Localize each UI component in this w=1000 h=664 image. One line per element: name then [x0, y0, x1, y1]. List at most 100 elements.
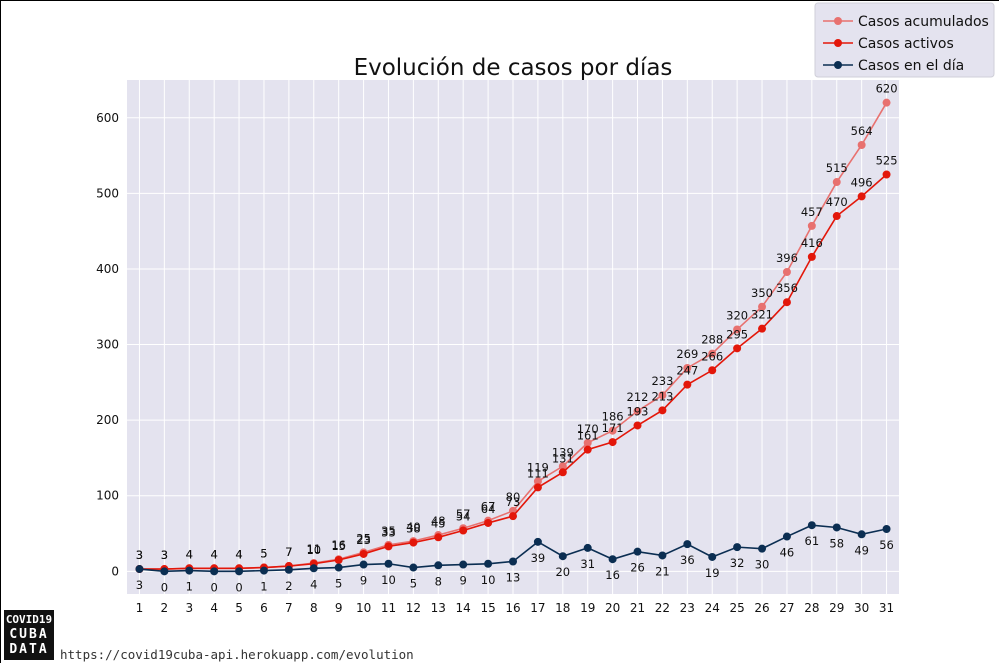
data-point: [807, 521, 816, 530]
data-point: [882, 98, 891, 107]
data-label: 3: [136, 548, 143, 562]
data-label: 5: [260, 547, 267, 561]
data-label: 46: [780, 546, 795, 560]
x-tick-label: 18: [555, 601, 570, 615]
data-label: 15: [331, 539, 346, 553]
data-label: 10: [381, 573, 396, 587]
data-point: [733, 344, 742, 353]
chart-title: Evolución de casos por días: [354, 55, 673, 81]
data-point: [533, 477, 542, 486]
legend-entry: Casos acumulados: [858, 14, 989, 30]
data-label: 40: [406, 520, 421, 534]
data-label: 58: [829, 536, 844, 550]
data-label: 1: [260, 580, 267, 594]
data-point: [135, 565, 144, 574]
data-label: 233: [651, 374, 673, 388]
data-label: 131: [552, 451, 574, 465]
data-label: 288: [701, 333, 723, 347]
x-tick-label: 3: [185, 601, 193, 615]
data-point: [359, 549, 368, 558]
data-label: 171: [602, 421, 624, 435]
data-label: 0: [161, 580, 168, 594]
data-point: [807, 252, 816, 261]
data-label: 4: [186, 547, 193, 561]
x-tick-label: 9: [335, 601, 343, 615]
data-label: 4: [310, 577, 317, 591]
y-tick-label: 600: [96, 111, 119, 125]
data-label: 61: [805, 534, 820, 548]
data-label: 111: [527, 466, 549, 480]
data-point: [882, 524, 891, 533]
data-point: [558, 462, 567, 471]
data-point: [658, 391, 667, 400]
data-point: [384, 542, 393, 551]
y-tick-label: 300: [96, 338, 119, 352]
logo-line-3: DATA: [9, 642, 49, 657]
data-label: 213: [651, 389, 673, 403]
data-label: 3: [136, 578, 143, 592]
x-tick-label: 4: [210, 601, 218, 615]
data-label: 457: [801, 205, 823, 219]
data-label: 119: [527, 460, 549, 474]
x-tick-label: 31: [879, 601, 894, 615]
x-tick-label: 25: [729, 601, 744, 615]
x-tick-label: 1: [136, 601, 144, 615]
data-label: 470: [826, 195, 848, 209]
x-tick-label: 28: [804, 601, 819, 615]
data-label: 67: [481, 500, 496, 514]
data-point: [758, 544, 767, 553]
x-tick-label: 12: [406, 601, 421, 615]
x-tick-label: 13: [431, 601, 446, 615]
data-label: 0: [210, 580, 217, 594]
data-label: 10: [306, 543, 321, 557]
data-label: 9: [360, 574, 367, 588]
data-point: [185, 566, 194, 575]
data-point: [608, 438, 617, 447]
data-label: 269: [676, 347, 698, 361]
data-label: 13: [506, 570, 521, 584]
data-label: 8: [435, 574, 442, 588]
data-point: [459, 560, 468, 569]
data-label: 1: [186, 580, 193, 594]
data-label: 3: [161, 548, 168, 562]
data-point: [832, 178, 841, 187]
data-point: [733, 325, 742, 334]
data-label: 20: [555, 565, 570, 579]
x-tick-label: 14: [456, 601, 471, 615]
x-tick-label: 17: [530, 601, 545, 615]
data-label: 73: [506, 495, 521, 509]
data-label: 170: [577, 422, 599, 436]
data-label: 4: [235, 547, 242, 561]
data-point: [484, 518, 493, 527]
data-point: [459, 526, 468, 535]
data-point: [758, 302, 767, 311]
data-label: 5: [410, 577, 417, 591]
data-label: 350: [751, 286, 773, 300]
series-layer: [135, 98, 891, 576]
data-point: [608, 555, 617, 564]
data-point: [558, 468, 567, 477]
data-point: [235, 567, 244, 576]
data-label: 35: [381, 524, 396, 538]
data-point: [484, 559, 493, 568]
data-label: 3: [136, 548, 143, 562]
data-label: 7: [285, 545, 292, 559]
data-point: [434, 533, 443, 542]
y-axis: 0 100 200 300 400 500 600: [96, 111, 119, 579]
data-point: [384, 559, 393, 568]
data-label: 564: [851, 124, 873, 138]
data-label: 496: [851, 175, 873, 189]
data-point: [558, 552, 567, 561]
x-tick-label: 27: [779, 601, 794, 615]
data-point: [359, 560, 368, 569]
data-label: 3: [161, 548, 168, 562]
data-label: 54: [456, 510, 471, 524]
legend-marker: [834, 39, 842, 47]
data-point: [708, 366, 717, 375]
data-point: [583, 445, 592, 454]
data-point: [658, 406, 667, 415]
data-point: [658, 551, 667, 560]
